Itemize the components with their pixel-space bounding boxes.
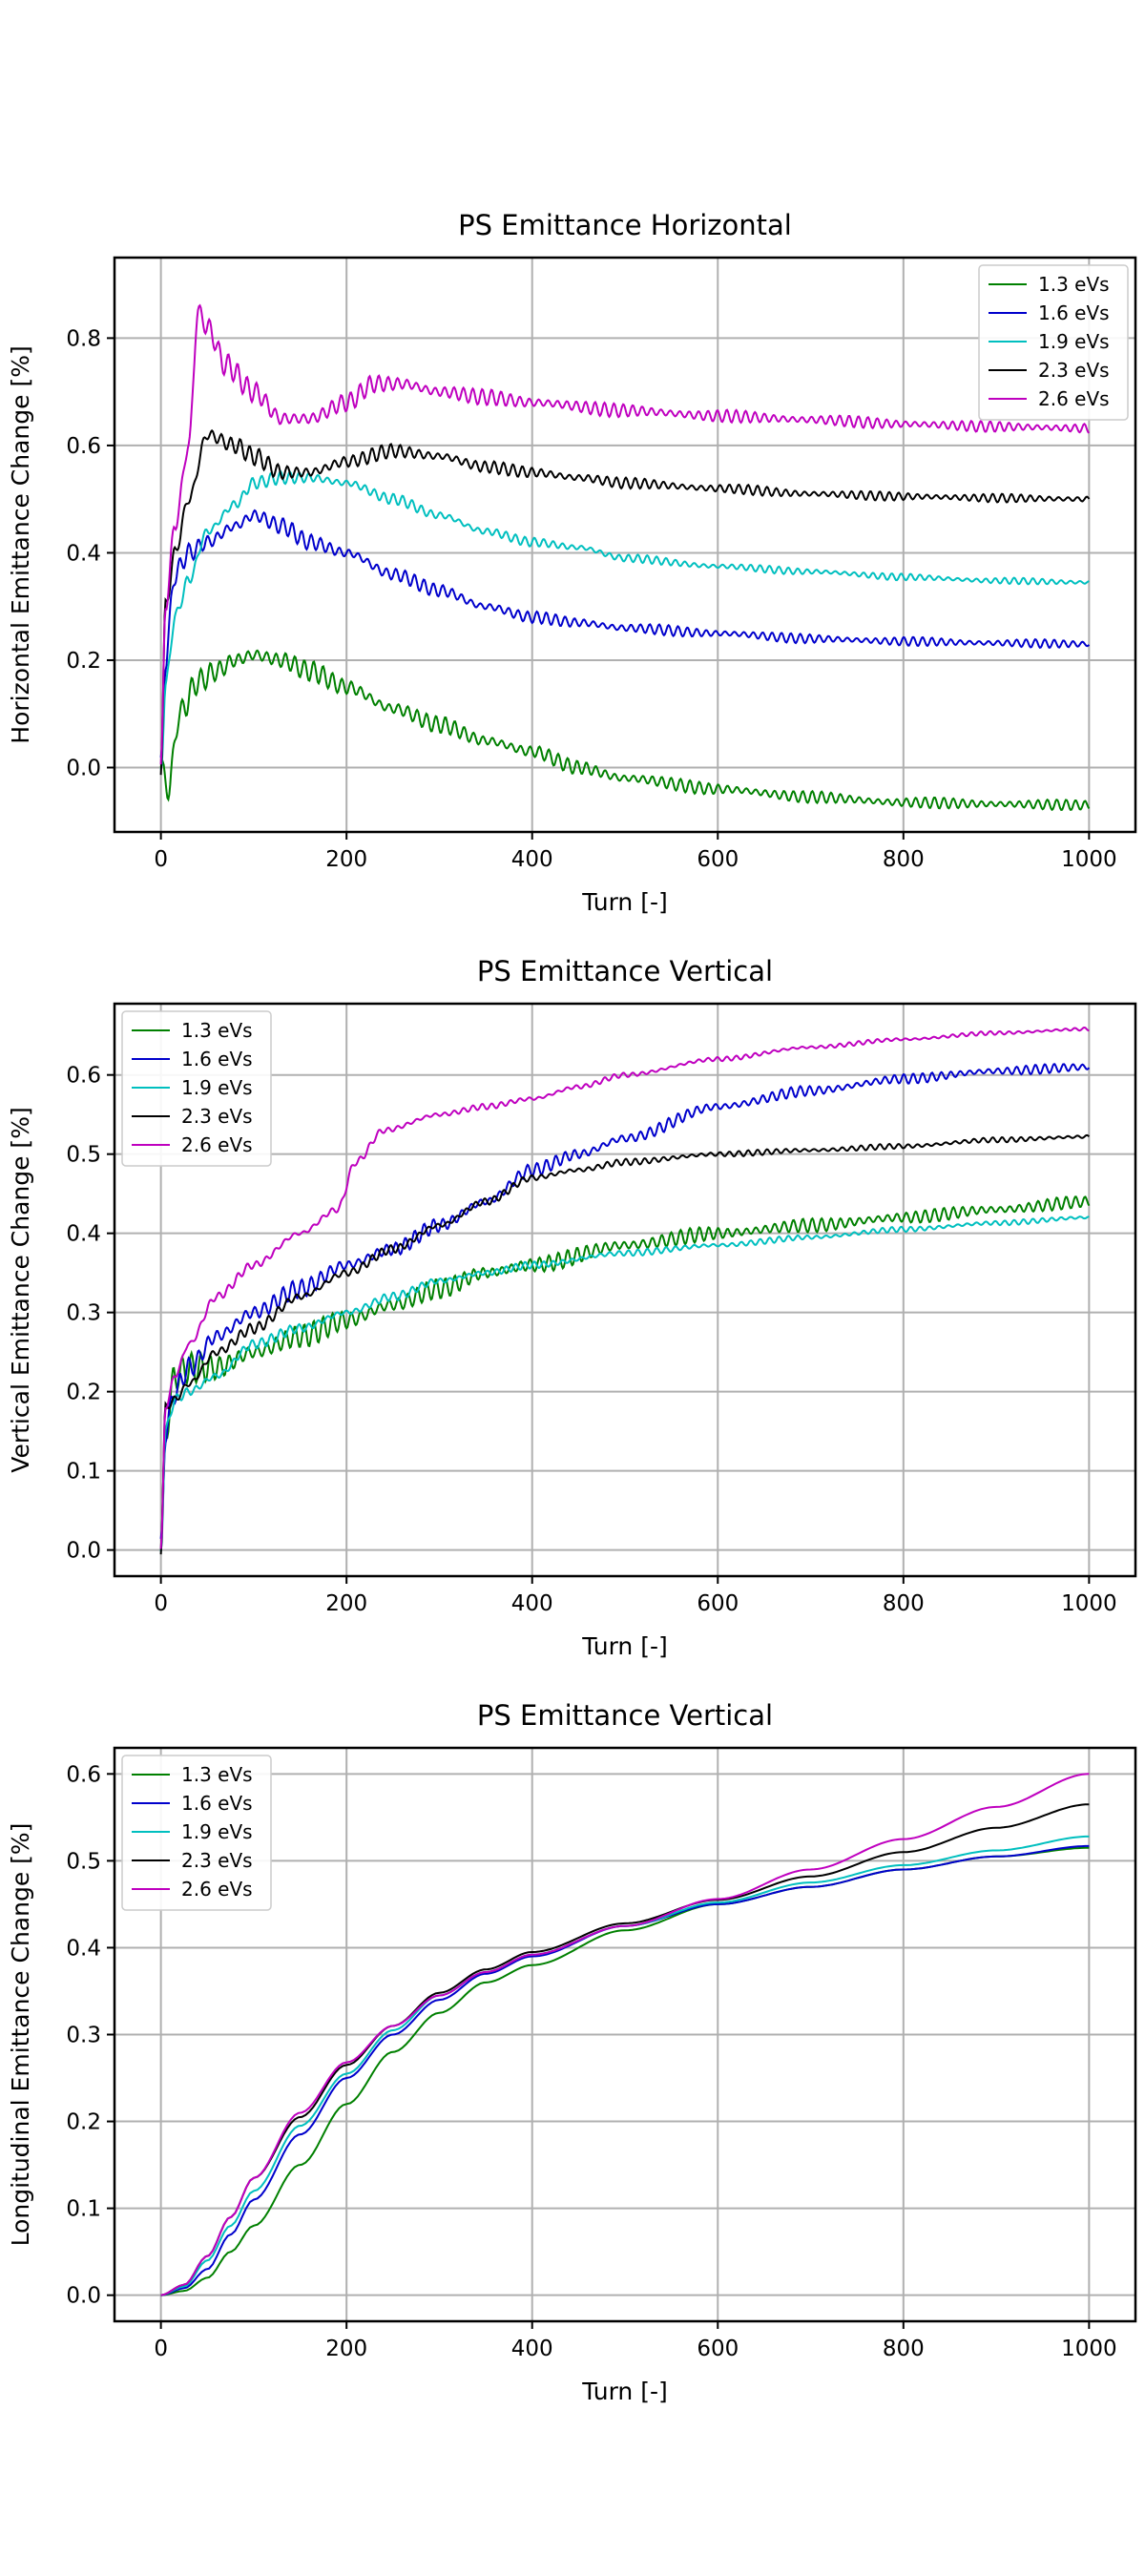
legend-label: 1.3 eVs xyxy=(181,1763,253,1786)
legend-label: 1.6 eVs xyxy=(181,1792,253,1815)
series-line-3 xyxy=(160,1835,1090,2296)
y-tick-label: 0.3 xyxy=(66,2024,101,2048)
legend-label: 2.3 eVs xyxy=(1038,359,1110,382)
series-line-5 xyxy=(159,1026,1090,1549)
series-line-2 xyxy=(160,1844,1090,2296)
legend-label: 1.9 eVs xyxy=(181,1820,253,1843)
x-tick-label: 200 xyxy=(325,1591,367,1616)
chart-title: PS Emittance Vertical xyxy=(477,955,773,987)
y-tick-label: 0.6 xyxy=(66,1762,101,1787)
x-tick-label: 200 xyxy=(325,847,367,872)
plot-frame xyxy=(113,1002,1137,1578)
y-tick-label: 0.4 xyxy=(66,1936,101,1961)
x-tick-label: 600 xyxy=(697,847,739,872)
legend-label: 2.6 eVs xyxy=(1038,387,1110,410)
chart-2: 0 200 400 600 800 1000 0.0 0.1 0.2 0.3 0.4 0.5 0.6 PS… xyxy=(7,955,1137,1660)
series-line-1 xyxy=(160,1846,1090,2296)
series-group xyxy=(160,1773,1090,2296)
grid xyxy=(114,1748,1135,2321)
chart-title: PS Emittance Vertical xyxy=(477,1699,773,1732)
y-tick-label: 0.2 xyxy=(66,649,101,674)
x-tick-label: 800 xyxy=(883,1591,925,1616)
y-tick-label: 0.6 xyxy=(66,434,101,459)
legend-label: 2.6 eVs xyxy=(181,1878,253,1901)
legend-label: 1.3 eVs xyxy=(1038,273,1110,296)
legend: 1.3 eVs 1.6 eVs 1.9 eVs 2.3 eVs 2.6 eVs xyxy=(978,264,1129,421)
legend-box xyxy=(978,264,1129,421)
x-tick-label: 400 xyxy=(511,1591,553,1616)
y-tick-label: 0.3 xyxy=(66,1301,101,1326)
legend-label: 2.6 eVs xyxy=(181,1133,253,1156)
x-axis-label: Turn [-] xyxy=(581,1632,667,1660)
legend-label: 1.9 eVs xyxy=(181,1076,253,1099)
series-line-4 xyxy=(159,1133,1091,1555)
x-tick-label: 600 xyxy=(697,2337,739,2361)
x-tick-label: 1000 xyxy=(1061,847,1117,872)
y-tick-label: 0.0 xyxy=(66,2284,101,2309)
y-tick-label: 0.4 xyxy=(66,541,101,566)
plot-frame xyxy=(113,256,1137,834)
y-axis-label: Vertical Emittance Change [%] xyxy=(7,1107,34,1472)
chart-title: PS Emittance Horizontal xyxy=(458,209,792,241)
legend-label: 1.9 eVs xyxy=(1038,330,1110,353)
y-tick-label: 0.4 xyxy=(66,1222,101,1247)
y-axis-label: Horizontal Emittance Change [%] xyxy=(7,345,34,743)
series-line-1 xyxy=(159,649,1091,812)
series-line-2 xyxy=(159,509,1091,758)
y-tick-label: 0.1 xyxy=(66,2197,101,2222)
x-tick-label: 1000 xyxy=(1061,1591,1117,1616)
x-tick-label: 0 xyxy=(154,1591,168,1616)
legend: 1.3 eVs 1.6 eVs 1.9 eVs 2.3 eVs 2.6 eVs xyxy=(121,1755,272,1911)
y-tick-label: 0.5 xyxy=(66,1849,101,1874)
x-tick-label: 0 xyxy=(154,2337,168,2361)
y-tick-label: 0.1 xyxy=(66,1460,101,1485)
series-group xyxy=(159,1026,1091,1555)
legend-label: 1.6 eVs xyxy=(181,1048,253,1070)
series-group xyxy=(159,303,1091,812)
series-line-4 xyxy=(159,428,1091,776)
y-tick-label: 0.8 xyxy=(66,326,101,351)
x-axis-label: Turn [-] xyxy=(581,2378,667,2405)
chart-3: 0 200 400 600 800 1000 0.0 0.1 0.2 0.3 0.4 0.5 0.6 PS… xyxy=(7,1699,1137,2405)
x-tick-label: 400 xyxy=(511,847,553,872)
y-tick-label: 0.2 xyxy=(66,1381,101,1405)
y-tick-label: 0.5 xyxy=(66,1143,101,1168)
x-tick-label: 200 xyxy=(325,2337,367,2361)
series-line-4 xyxy=(160,1803,1090,2296)
y-axis-label: Longitudinal Emittance Change [%] xyxy=(7,1823,34,2247)
x-tick-label: 1000 xyxy=(1061,2337,1117,2361)
legend: 1.3 eVs 1.6 eVs 1.9 eVs 2.3 eVs 2.6 eVs xyxy=(121,1010,272,1167)
legend-box xyxy=(121,1010,272,1167)
legend-label: 2.3 eVs xyxy=(181,1849,253,1872)
x-tick-label: 600 xyxy=(697,1591,739,1616)
x-tick-label: 800 xyxy=(883,847,925,872)
y-tick-label: 0.2 xyxy=(66,2110,101,2135)
x-tick-label: 0 xyxy=(154,847,168,872)
legend-box xyxy=(121,1755,272,1911)
series-line-5 xyxy=(159,303,1091,765)
series-line-3 xyxy=(159,1215,1090,1552)
legend-label: 1.3 eVs xyxy=(181,1019,253,1042)
y-tick-label: 0.6 xyxy=(66,1064,101,1089)
series-line-2 xyxy=(159,1063,1091,1539)
x-axis-label: Turn [-] xyxy=(581,888,667,916)
chart-1: 0 200 400 600 800 1000 0.0 0.2 0.4 0.6 0.8 PS Emitt… xyxy=(7,209,1137,916)
y-tick-label: 0.0 xyxy=(66,756,101,780)
y-tick-label: 0.0 xyxy=(66,1539,101,1564)
x-tick-label: 400 xyxy=(511,2337,553,2361)
legend-label: 1.6 eVs xyxy=(1038,301,1110,324)
series-line-1 xyxy=(159,1195,1091,1550)
x-tick-label: 800 xyxy=(883,2337,925,2361)
series-line-3 xyxy=(159,469,1090,770)
legend-label: 2.3 eVs xyxy=(181,1105,253,1128)
series-line-5 xyxy=(160,1773,1090,2296)
